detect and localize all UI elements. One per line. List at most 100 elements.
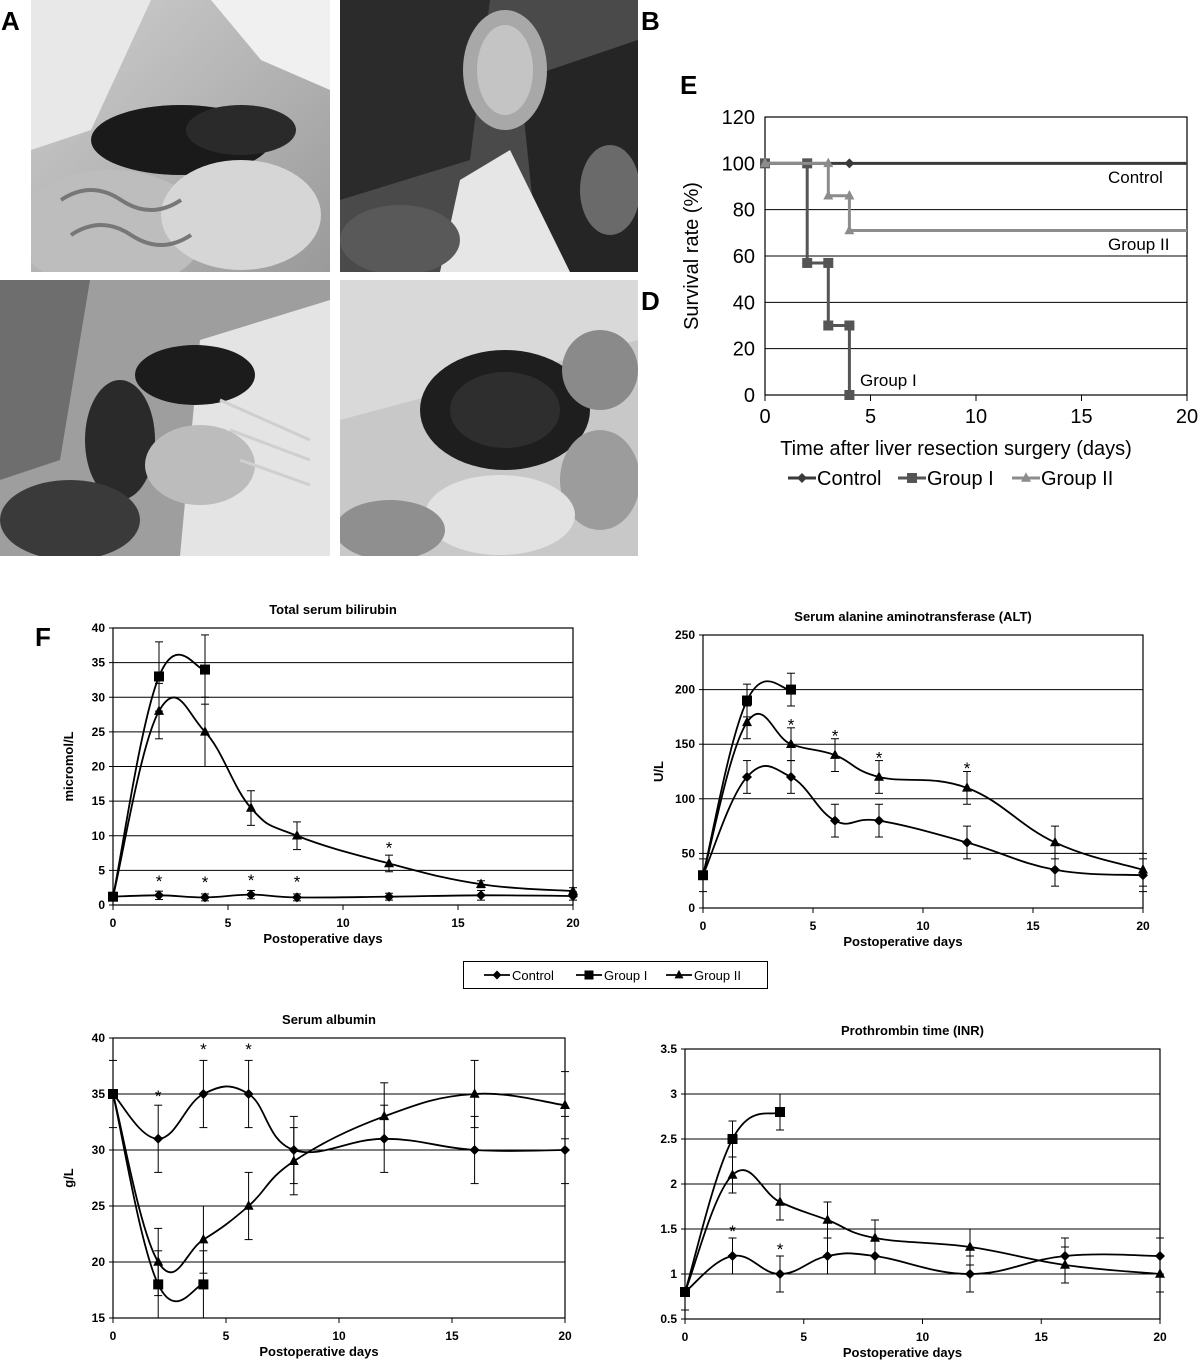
data-point-control	[1050, 865, 1060, 875]
legend-marker	[585, 971, 594, 980]
photo-panel-a	[31, 0, 330, 272]
x-tick-label: 20	[558, 1329, 572, 1343]
survival-y-tick-label: 0	[744, 385, 755, 407]
data-point-group-i	[786, 685, 796, 695]
significance-star: *	[729, 1222, 736, 1241]
x-tick-label: 5	[225, 916, 232, 930]
y-tick-label: 250	[675, 628, 695, 642]
data-point-control	[246, 890, 256, 900]
y-tick-label: 20	[92, 760, 106, 774]
panel-label-b: B	[641, 8, 660, 34]
survival-x-tick-label: 5	[865, 406, 876, 428]
x-tick-label: 0	[110, 916, 117, 930]
significance-star: *	[832, 726, 839, 745]
survival-legend-marker	[797, 473, 807, 483]
x-tick-label: 5	[800, 1330, 807, 1344]
survival-x-tick-label: 10	[965, 406, 987, 428]
survival-series-label-group-i: Group I	[860, 371, 917, 390]
survival-y-tick-label: 120	[722, 107, 755, 129]
y-tick-label: 1	[670, 1267, 677, 1281]
inr-chart: Prothrombin time (INR) 0.5 1 1.5 2 2.5 3 3.5 0 5 1…	[630, 1015, 1190, 1365]
data-point-control	[786, 772, 796, 782]
y-tick-label: 25	[92, 725, 106, 739]
x-tick-label: 15	[451, 916, 465, 930]
survival-x-tick-label: 15	[1070, 406, 1092, 428]
data-point-control	[476, 890, 486, 900]
chart-title: Serum albumin	[282, 1012, 376, 1027]
data-point-group-ii	[775, 1196, 785, 1206]
y-tick-label: 150	[675, 737, 695, 751]
survival-y-tick-label: 20	[733, 339, 755, 361]
data-point-control	[728, 1251, 738, 1261]
significance-star: *	[245, 1040, 252, 1059]
y-tick-label: 2.5	[660, 1132, 677, 1146]
series-line-control	[703, 766, 1143, 875]
y-tick-label: 0	[688, 901, 695, 915]
survival-series-label-group-ii: Group II	[1108, 235, 1169, 254]
significance-star: *	[876, 748, 883, 767]
data-point-group-i	[198, 1279, 208, 1289]
y-tick-label: 40	[92, 1031, 106, 1045]
x-tick-label: 10	[332, 1329, 346, 1343]
chart-title: Prothrombin time (INR)	[841, 1023, 984, 1038]
panel-label-a: A	[1, 8, 20, 34]
significance-star: *	[788, 716, 795, 735]
x-tick-label: 20	[1153, 1330, 1167, 1344]
x-tick-label: 0	[682, 1330, 689, 1344]
data-point-control	[153, 1134, 163, 1144]
y-tick-label: 25	[92, 1199, 106, 1213]
data-point-group-i	[200, 665, 210, 675]
data-point-control	[965, 1269, 975, 1279]
y-tick-label: 30	[92, 1143, 106, 1157]
series-line-group-ii	[113, 697, 573, 896]
x-axis-label: Postoperative days	[843, 1345, 962, 1360]
data-point-group-ii	[728, 1169, 738, 1179]
x-tick-label: 10	[916, 1330, 930, 1344]
y-tick-label: 1.5	[660, 1222, 677, 1236]
data-point-group-ii	[198, 1234, 208, 1244]
y-tick-label: 3	[670, 1087, 677, 1101]
photo-panel-b	[340, 0, 638, 272]
x-tick-label: 10	[336, 916, 350, 930]
x-tick-label: 15	[445, 1329, 459, 1343]
bilirubin-chart: Total serum bilirubin0510152025303540051…	[40, 596, 600, 966]
y-tick-label: 200	[675, 683, 695, 697]
y-axis-label: U/L	[651, 761, 666, 782]
survival-x-tick-label: 20	[1176, 406, 1198, 428]
x-tick-label: 0	[700, 919, 707, 933]
significance-star: *	[248, 871, 255, 890]
significance-star: *	[202, 873, 209, 892]
y-tick-label: 15	[92, 1311, 106, 1325]
x-tick-label: 15	[1035, 1330, 1049, 1344]
legend-item-control: Control	[512, 968, 554, 983]
significance-star: *	[777, 1240, 784, 1259]
data-point-control	[560, 1145, 570, 1155]
survival-y-tick-label: 80	[733, 200, 755, 222]
survival-y-tick-label: 60	[733, 246, 755, 268]
x-tick-label: 5	[223, 1329, 230, 1343]
y-tick-label: 20	[92, 1255, 106, 1269]
data-point-control	[823, 1251, 833, 1261]
survival-point-group-i	[844, 390, 854, 400]
data-point-group-ii	[289, 1155, 299, 1165]
legend-item-group-ii: Group II	[694, 968, 741, 983]
x-axis-label: Postoperative days	[263, 931, 382, 946]
y-tick-label: 3.5	[660, 1042, 677, 1056]
albumin-chart: Serum albumin15202530354005101520Postope…	[40, 1000, 600, 1365]
photo-panel-c	[0, 280, 330, 556]
data-point-control	[154, 890, 164, 900]
data-point-control	[198, 1089, 208, 1099]
data-point-control	[775, 1269, 785, 1279]
survival-point-group-i	[844, 321, 854, 331]
x-tick-label: 5	[810, 919, 817, 933]
data-point-group-i	[742, 696, 752, 706]
x-tick-label: 0	[110, 1329, 117, 1343]
y-tick-label: 2	[670, 1177, 677, 1191]
y-tick-label: 5	[98, 863, 105, 877]
survival-legend-item-group-i: Group I	[927, 468, 994, 490]
survival-point-group-i	[802, 258, 812, 268]
survival-x-axis-label: Time after liver resection surgery (days…	[780, 438, 1132, 460]
y-tick-label: 0.5	[660, 1312, 677, 1326]
significance-star: *	[200, 1040, 207, 1059]
survival-point-control	[844, 158, 854, 168]
